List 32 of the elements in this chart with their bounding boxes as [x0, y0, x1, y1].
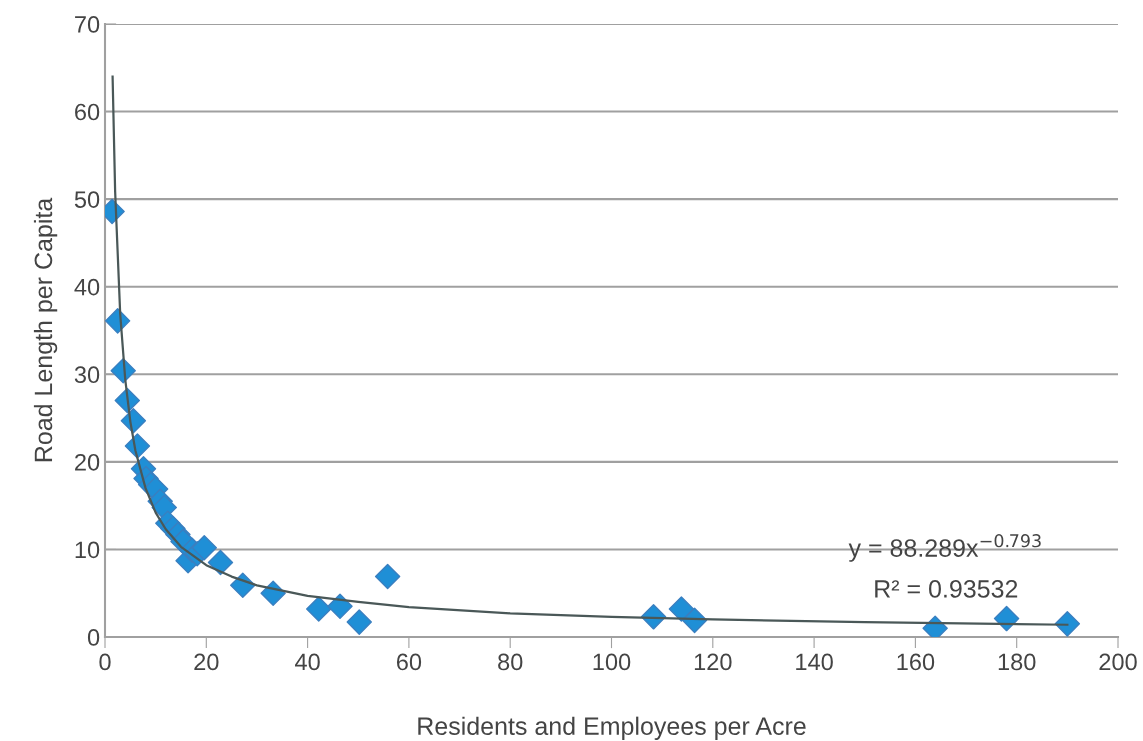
- annotation: y = 88.289x$^{−0.793}$: [848, 534, 1041, 562]
- point: [327, 593, 353, 620]
- x-tick-label: 120: [694, 653, 732, 671]
- point: [668, 596, 695, 622]
- y-tick-label: 30: [74, 366, 100, 384]
- point: [1054, 611, 1081, 637]
- point: [346, 609, 372, 635]
- y-tick-label: 50: [74, 191, 100, 208]
- y-tick-label: 0: [87, 629, 100, 646]
- point: [207, 549, 234, 576]
- x-tick-label: 20: [194, 653, 219, 671]
- point: [993, 605, 1020, 632]
- y-tick-label: 60: [75, 103, 100, 121]
- point: [191, 534, 217, 561]
- x-tick-label: 0: [99, 653, 111, 671]
- x-tick-label: 200: [1099, 653, 1137, 671]
- point: [374, 563, 401, 590]
- y-tick-label: 40: [74, 278, 100, 296]
- x-axis-title: Residents and Employees per Acre: [418, 716, 806, 740]
- x-tick-label: 140: [796, 653, 833, 671]
- annotation: R² = 0.93532: [875, 580, 1018, 598]
- y-axis-title: Road Length per Capita: [33, 197, 58, 462]
- y-tick-label: 70: [75, 16, 100, 33]
- y-tick-label: 20: [75, 453, 100, 471]
- point: [306, 596, 332, 622]
- x-tick-label: 180: [998, 653, 1036, 671]
- x-tick-label: 40: [295, 653, 320, 671]
- x-tick-label: 160: [897, 653, 935, 671]
- x-tick-label: 100: [593, 653, 631, 671]
- x-tick-label: 80: [498, 653, 523, 671]
- x-tick-label: 60: [396, 653, 422, 671]
- y-tick-label: 10: [75, 541, 100, 559]
